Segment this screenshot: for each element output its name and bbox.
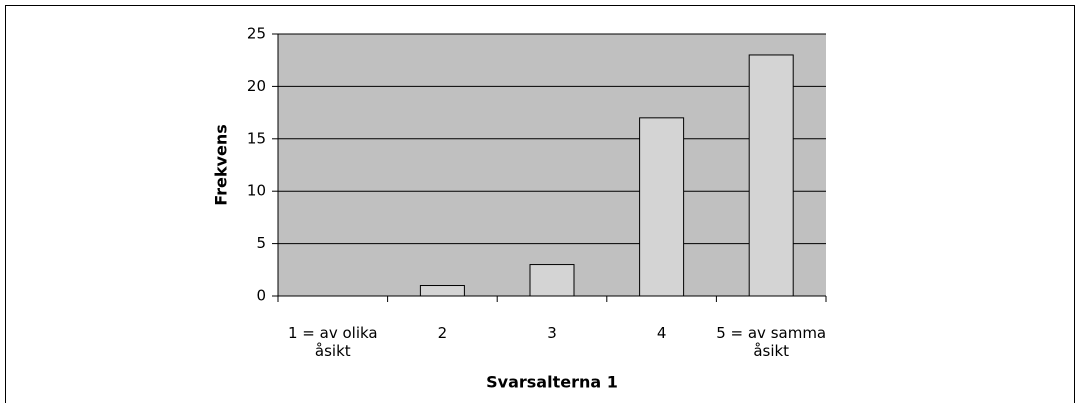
y-tick-label: 20 <box>247 77 266 95</box>
x-tick-label: 2 <box>437 324 448 342</box>
x-axis-label: Svarsalterna 1 <box>486 373 618 392</box>
x-tick-label: 5 = av samma åsikt <box>716 324 827 360</box>
y-tick-label: 5 <box>256 234 266 252</box>
x-tick-label: 4 <box>656 324 667 342</box>
bar <box>529 264 575 297</box>
y-tick-label: 10 <box>247 182 266 200</box>
x-tick-label: 3 <box>547 324 557 342</box>
x-tick-label: 1 = av olika åsikt <box>287 324 378 360</box>
bar <box>748 54 794 297</box>
y-tick-label: 25 <box>247 25 266 43</box>
chart-frame <box>5 5 1075 403</box>
y-tick-label: 0 <box>256 287 266 305</box>
y-tick-label: 15 <box>247 129 266 147</box>
plot-background <box>278 34 826 296</box>
y-axis-label: Frekvens <box>212 124 231 205</box>
bar <box>419 285 465 297</box>
bar <box>639 117 685 297</box>
